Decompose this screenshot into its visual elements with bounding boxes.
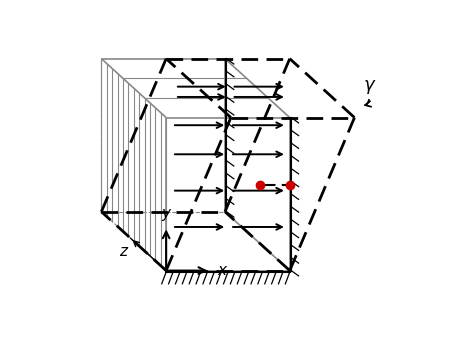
- Text: z: z: [119, 244, 127, 259]
- Text: y: y: [162, 206, 171, 221]
- Text: x: x: [218, 263, 227, 278]
- Text: γ: γ: [364, 76, 374, 94]
